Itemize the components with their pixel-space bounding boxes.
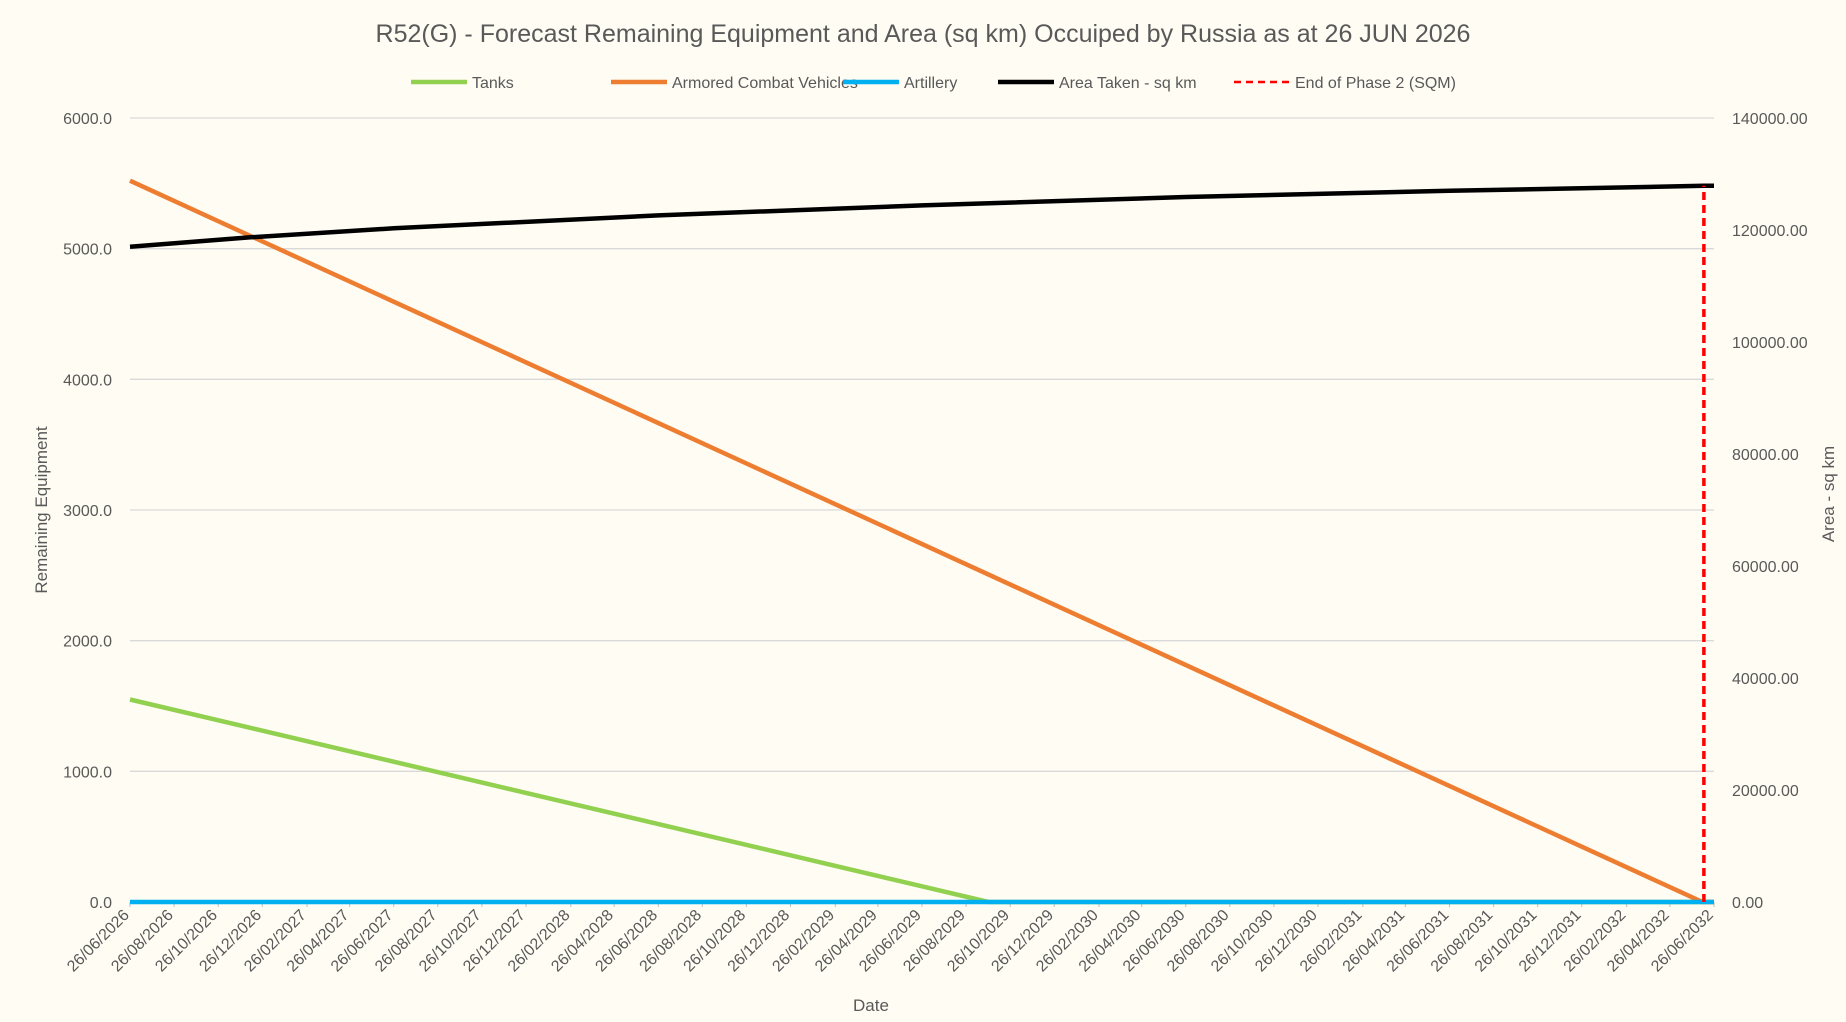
chart-title: R52(G) - Forecast Remaining Equipment an… bbox=[376, 20, 1471, 48]
y2-tick-label: 60000.00 bbox=[1732, 559, 1799, 576]
y2-axis-ticks: 0.00 20000.00 40000.00 60000.00 80000.00 1000… bbox=[1732, 111, 1808, 912]
grid bbox=[130, 117, 1714, 903]
y2-tick-label: 80000.00 bbox=[1732, 447, 1799, 464]
legend-label: Area Taken - sq km bbox=[1059, 75, 1197, 92]
legend: Tanks Armored Combat Vehicles Artillery Are… bbox=[411, 75, 1456, 92]
y2-tick-label: 20000.00 bbox=[1732, 783, 1799, 800]
y2-tick-label: 120000.00 bbox=[1732, 223, 1808, 240]
legend-label: Tanks bbox=[472, 75, 514, 92]
y-axis-ticks: 0.0 1000.0 2000.0 3000.0 4000.0 5000.0 6000.0 bbox=[63, 111, 112, 912]
y-tick-label: 4000.0 bbox=[63, 372, 112, 389]
y-tick-label: 5000.0 bbox=[63, 242, 112, 259]
x-axis-ticks: 26/06/202626/08/202626/10/202626/12/2026… bbox=[64, 902, 1717, 975]
series-line-area-taken-sq-km bbox=[129, 183, 1714, 250]
y2-tick-label: 140000.00 bbox=[1732, 111, 1808, 128]
y-axis-title: Remaining Equipment bbox=[32, 426, 51, 594]
y-tick-label: 2000.0 bbox=[63, 634, 112, 651]
y2-tick-label: 40000.00 bbox=[1732, 671, 1799, 688]
x-axis-title: Date bbox=[853, 996, 889, 1015]
y2-tick-label: 100000.00 bbox=[1732, 335, 1808, 352]
legend-label: Artillery bbox=[904, 75, 957, 92]
y-tick-label: 3000.0 bbox=[63, 503, 112, 520]
y-tick-label: 1000.0 bbox=[63, 764, 112, 781]
y-tick-label: 6000.0 bbox=[63, 111, 112, 128]
series-group bbox=[129, 178, 1714, 905]
y-tick-label: 0.0 bbox=[90, 895, 112, 912]
y2-tick-label: 0.00 bbox=[1732, 895, 1763, 912]
series-line-armored-combat-vehicles bbox=[129, 178, 1714, 905]
legend-label: Armored Combat Vehicles bbox=[672, 75, 858, 92]
legend-label: End of Phase 2 (SQM) bbox=[1295, 75, 1456, 92]
y2-axis-title: Area - sq km bbox=[1819, 446, 1838, 542]
